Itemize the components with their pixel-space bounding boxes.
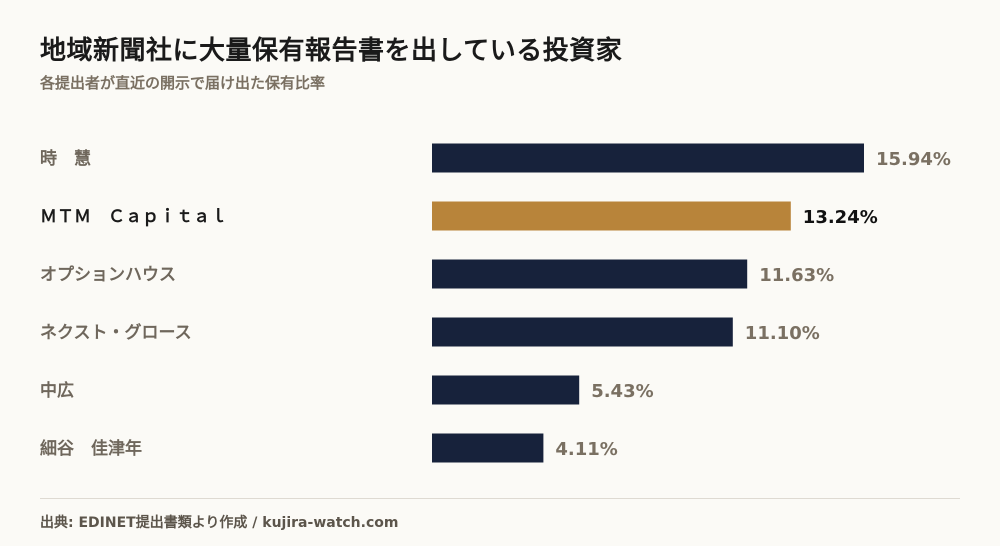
value-label: 13.24% [803, 207, 878, 228]
category-label: 中広 [40, 380, 74, 401]
bar [432, 259, 748, 289]
value-label: 11.10% [745, 323, 820, 344]
bar [432, 375, 580, 405]
value-label: 11.63% [759, 265, 834, 286]
chart-title: 地域新聞社に大量保有報告書を出している投資家 [40, 36, 623, 66]
bar [432, 317, 733, 347]
value-label: 4.11% [555, 439, 617, 460]
chart-subtitle: 各提出者が直近の開示で届け出た保有比率 [40, 74, 326, 92]
footer-divider [40, 498, 960, 499]
category-label: ＭＴＭ Ｃａｐｉｔａｌ [40, 207, 227, 227]
value-label: 5.43% [591, 381, 653, 402]
bar [432, 433, 544, 463]
category-label: オプションハウス [40, 264, 176, 285]
category-label: ネクスト・グロース [40, 322, 192, 343]
value-label: 15.94% [876, 149, 951, 170]
category-label: 細谷 佳津年 [40, 438, 142, 459]
bar [432, 201, 791, 231]
bar [432, 143, 864, 173]
source-note: 出典: EDINET提出書類より作成 / kujira-watch.com [40, 515, 399, 531]
category-label: 時 慧 [40, 148, 91, 169]
